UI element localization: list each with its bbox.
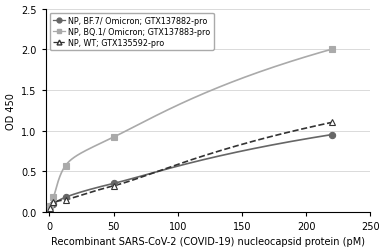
Y-axis label: OD 450: OD 450 (5, 92, 15, 129)
X-axis label: Recombinant SARS-CoV-2 (COVID-19) nucleocapsid protein (pM): Recombinant SARS-CoV-2 (COVID-19) nucleo… (51, 237, 365, 246)
Legend: NP, BF.7/ Omicron; GTX137882-pro, NP, BQ.1/ Omicron; GTX137883-pro, NP, WT; GTX1: NP, BF.7/ Omicron; GTX137882-pro, NP, BQ… (50, 14, 214, 51)
